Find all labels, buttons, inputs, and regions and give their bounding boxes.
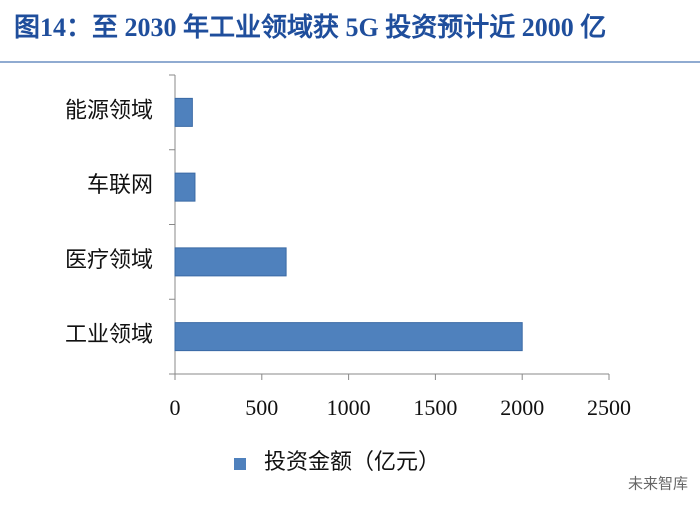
bar — [174, 172, 196, 202]
x-tick-label: 1000 — [327, 395, 371, 420]
watermark: 未来智库 — [628, 475, 688, 493]
x-tick-label: 1500 — [413, 395, 457, 420]
y-tick-label: 工业领域 — [65, 322, 153, 347]
y-tick-label: 医疗领域 — [65, 247, 153, 272]
bar — [174, 97, 193, 127]
legend-swatch — [234, 458, 246, 470]
chart-title: 图14：至 2030 年工业领域获 5G 投资预计近 2000 亿 — [14, 12, 606, 42]
y-tick-label: 车联网 — [87, 172, 153, 197]
x-tick-label: 500 — [245, 395, 278, 420]
x-tick-label: 2500 — [587, 395, 631, 420]
x-tick-label: 2000 — [500, 395, 544, 420]
bar — [174, 322, 523, 352]
y-tick-label: 能源领域 — [65, 97, 153, 122]
x-tick-label: 0 — [170, 395, 181, 420]
legend-label: 投资金额（亿元） — [264, 449, 440, 474]
bar — [174, 247, 287, 277]
